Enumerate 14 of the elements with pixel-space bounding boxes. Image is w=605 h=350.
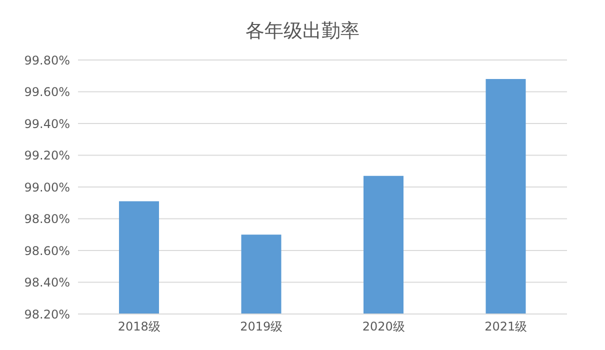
y-tick-label: 98.40% [24,276,70,290]
x-tick-label: 2020级 [362,320,405,334]
y-tick-label: 99.00% [24,180,70,194]
y-tick-label: 98.20% [24,307,70,322]
y-tick-label: 99.80% [24,53,70,68]
y-tick-label: 99.60% [24,85,70,100]
x-tick-label: 2018级 [118,320,160,334]
chart-title: 各年级出勤率 [244,19,360,44]
x-tick-label: 2019级 [240,320,283,334]
y-tick-label: 99.40% [24,116,70,131]
y-tick-label: 98.80% [24,212,70,226]
x-tick-label: 2021级 [484,320,528,334]
y-tick-label: 98.60% [24,244,70,258]
y-tick-label: 99.20% [24,148,70,163]
